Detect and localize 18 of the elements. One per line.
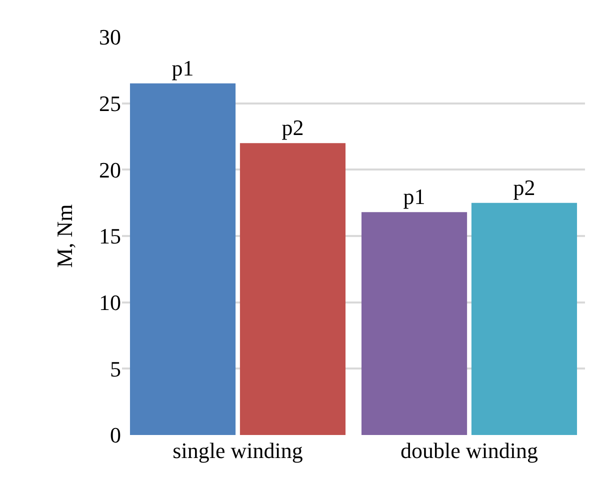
y-tick-label: 15 xyxy=(99,224,121,249)
data-label: p2 xyxy=(513,174,536,200)
bar xyxy=(240,143,346,435)
x-tick-label: double winding xyxy=(400,438,538,463)
y-tick-label: 5 xyxy=(110,356,121,382)
y-tick-label: 20 xyxy=(99,157,121,182)
data-label: p2 xyxy=(282,115,304,140)
x-tick-label: single winding xyxy=(172,438,303,463)
data-label: p1 xyxy=(403,184,426,210)
data-label: p1 xyxy=(172,55,194,80)
bar xyxy=(130,83,236,435)
bar xyxy=(471,202,578,435)
y-tick-label: 0 xyxy=(110,422,121,448)
bar xyxy=(361,212,468,435)
y-tick-label: 30 xyxy=(99,24,121,50)
y-axis-title: M, Nm xyxy=(52,204,77,268)
y-tick-label: 25 xyxy=(99,91,121,116)
y-tick-label: 10 xyxy=(99,290,121,316)
